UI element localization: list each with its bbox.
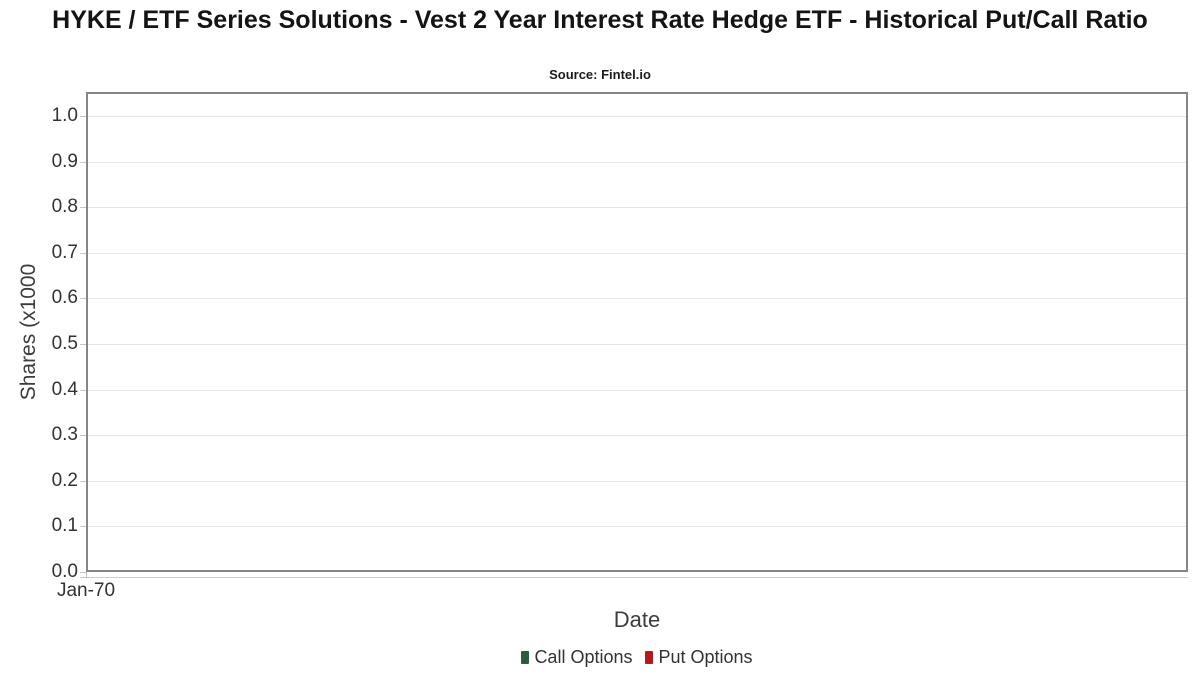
gridline (88, 207, 1186, 208)
legend: Call Options Put Options (86, 646, 1188, 668)
legend-label-put-options: Put Options (658, 646, 753, 667)
y-tick-mark (80, 526, 86, 527)
y-tick-label: 0.2 (51, 470, 78, 491)
chart-title: HYKE / ETF Series Solutions - Vest 2 Yea… (52, 6, 1148, 34)
gridline (88, 526, 1186, 527)
y-tick-label: 0.4 (51, 379, 78, 400)
gridline (88, 390, 1186, 391)
y-tick-label: 0.1 (51, 515, 78, 536)
y-tick-label: 0.9 (51, 151, 78, 172)
x-axis-title: Date (613, 607, 661, 632)
chart-subtitle: Source: Fintel.io (549, 67, 651, 82)
legend-label-call-options: Call Options (534, 646, 633, 667)
y-tick-mark (80, 435, 86, 436)
gridline (88, 253, 1186, 254)
y-tick-label: 0.8 (51, 196, 78, 217)
y-tick-mark (80, 253, 86, 254)
plot-area (86, 92, 1188, 572)
legend-item-call-options[interactable]: Call Options (521, 647, 632, 668)
y-tick-mark (80, 116, 86, 117)
y-tick-mark (80, 390, 86, 391)
y-tick-mark (80, 207, 86, 208)
x-tick-label: Jan-70 (56, 580, 116, 601)
y-tick-label: 0.5 (51, 333, 78, 354)
y-tick-mark (80, 344, 86, 345)
y-tick-mark (80, 572, 86, 573)
y-tick-label: 0.3 (51, 424, 78, 445)
gridline (88, 481, 1186, 482)
y-tick-label: 0.7 (51, 242, 78, 263)
gridline (88, 298, 1186, 299)
y-tick-label: 1.0 (51, 105, 78, 126)
legend-item-put-options[interactable]: Put Options (645, 646, 753, 668)
y-tick-mark (80, 162, 86, 163)
y-tick-label: 0.6 (51, 287, 78, 308)
gridline (88, 344, 1186, 345)
gridline (88, 116, 1186, 117)
call-options-marker-icon (521, 650, 530, 664)
y-tick-mark (80, 481, 86, 482)
x-axis-line (80, 577, 1188, 578)
put-options-marker-icon (645, 650, 654, 664)
gridline (88, 162, 1186, 163)
y-axis-title: Shares (x1000 (17, 263, 40, 401)
y-tick-label: 0.0 (51, 561, 78, 582)
x-tick-mark (86, 572, 87, 578)
gridline (88, 435, 1186, 436)
y-tick-mark (80, 298, 86, 299)
